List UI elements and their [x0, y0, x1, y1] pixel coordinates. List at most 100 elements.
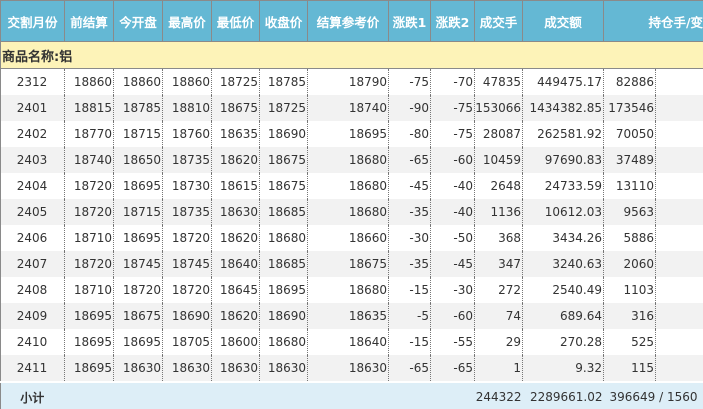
table-cell: -45 — [430, 251, 475, 277]
table-cell: 316 — [603, 303, 656, 329]
table-cell: -75 — [388, 68, 431, 95]
table-cell: 18760 — [162, 121, 212, 147]
table-cell: 18735 — [162, 147, 212, 173]
table-cell: 37489 — [603, 147, 656, 173]
table-cell: -5 — [388, 303, 431, 329]
table-header-row: 交割月份 前结算 今开盘 最高价 最低价 收盘价 结算参考价 涨跌1 涨跌2 成交手 成交额 持仓手/… — [0, 0, 703, 42]
table-row[interactable]: 2403 18740 18650 18735 18620 18675 18680 -65 -60… — [0, 147, 703, 173]
table-cell: 18860 — [162, 68, 212, 95]
table-cell: -60 — [430, 147, 475, 173]
table-cell: 18695 — [64, 355, 114, 382]
table-cell: 18695 — [307, 121, 389, 147]
subtotal-volume: 244322 — [474, 381, 523, 409]
table-cell: 3535 — [655, 95, 703, 121]
table-cell: 18720 — [162, 225, 212, 251]
table-cell: -35 — [388, 251, 431, 277]
column-header[interactable]: 最低价 — [211, 0, 260, 42]
column-header[interactable]: 持仓手/变化 — [603, 0, 703, 42]
table-cell: 2648 — [474, 173, 523, 199]
table-row[interactable]: 2409 18695 18675 18690 18620 18690 18635 -5 -60 7… — [0, 303, 703, 329]
column-header[interactable]: 前结算 — [64, 0, 114, 42]
table-cell: 18635 — [211, 121, 260, 147]
table-cell: 18690 — [259, 121, 308, 147]
table-cell: -35 — [388, 199, 431, 225]
table-cell: 18705 — [162, 329, 212, 355]
contract-month-cell: 2409 — [0, 303, 65, 329]
table-cell: 18710 — [64, 225, 114, 251]
column-header[interactable]: 涨跌1 — [388, 0, 431, 42]
table-cell: 9.32 — [522, 355, 604, 382]
subtotal-row: 小计 244322 2289661.02 396649 / 1560 — [0, 381, 703, 409]
table-row[interactable]: 2406 18710 18695 18720 18620 18680 18660 -30 -50… — [0, 225, 703, 251]
table-cell: 18810 — [162, 95, 212, 121]
table-row[interactable]: 2401 18815 18785 18810 18675 18725 18740 -90 -75… — [0, 95, 703, 121]
table-cell: -65 — [388, 147, 431, 173]
column-header[interactable]: 收盘价 — [259, 0, 308, 42]
contract-month-cell: 2404 — [0, 173, 65, 199]
contract-month-cell: 2410 — [0, 329, 65, 355]
contract-month-cell: 2402 — [0, 121, 65, 147]
table-cell: 18620 — [211, 147, 260, 173]
table-cell: 10612.03 — [522, 199, 604, 225]
table-cell: 18635 — [307, 303, 389, 329]
table-cell: 18680 — [307, 277, 389, 303]
subtotal-turnover: 2289661.02 — [522, 381, 604, 409]
table-cell: 18675 — [113, 303, 163, 329]
table-cell: 18685 — [259, 199, 308, 225]
table-cell: 18630 — [211, 355, 260, 382]
table-cell: 262581.92 — [522, 121, 604, 147]
contract-month-cell: 2401 — [0, 95, 65, 121]
table-cell: -40 — [430, 199, 475, 225]
table-cell: 18720 — [64, 251, 114, 277]
column-header[interactable]: 涨跌2 — [430, 0, 475, 42]
table-row[interactable]: 2408 18710 18720 18720 18645 18695 18680 -15 -30… — [0, 277, 703, 303]
table-cell: 5 — [655, 303, 703, 329]
contract-month-cell: 2312 — [0, 68, 65, 95]
table-cell: 18695 — [113, 173, 163, 199]
table-row[interactable]: 2410 18695 18695 18705 18600 18680 18640 -15 -55… — [0, 329, 703, 355]
table-cell: 18740 — [307, 95, 389, 121]
table-cell: -45 — [388, 173, 431, 199]
table-cell: -75 — [430, 95, 475, 121]
column-header[interactable]: 结算参考价 — [307, 0, 389, 42]
table-cell: 47835 — [474, 68, 523, 95]
column-header[interactable]: 成交额 — [522, 0, 604, 42]
table-cell: 2455 — [655, 121, 703, 147]
column-header[interactable]: 交割月份 — [0, 0, 65, 42]
table-cell: 18725 — [211, 68, 260, 95]
table-cell: 18815 — [64, 95, 114, 121]
table-cell: 18645 — [211, 277, 260, 303]
column-header[interactable]: 今开盘 — [113, 0, 163, 42]
table-cell: -15 — [388, 329, 431, 355]
table-cell: 5886 — [603, 225, 656, 251]
table-cell: 369 — [655, 199, 703, 225]
table-cell: -55 — [430, 329, 475, 355]
table-row[interactable]: 2312 18860 18860 18860 18725 18785 18790 -75 -70… — [0, 68, 703, 95]
table-cell: 18685 — [259, 251, 308, 277]
contract-month-cell: 2407 — [0, 251, 65, 277]
table-cell: 18695 — [113, 329, 163, 355]
table-cell: 18715 — [113, 121, 163, 147]
table-cell: 18720 — [162, 277, 212, 303]
table-row[interactable]: 2404 18720 18695 18730 18615 18675 18680 -45 -40… — [0, 173, 703, 199]
table-cell: 115 — [603, 355, 656, 382]
column-header[interactable]: 最高价 — [162, 0, 212, 42]
table-cell: 18720 — [64, 199, 114, 225]
table-row[interactable]: 2411 18695 18630 18630 18630 18630 18630 -65 -65… — [0, 355, 703, 382]
table-row[interactable]: 2402 18770 18715 18760 18635 18690 18695 -80 -75… — [0, 121, 703, 147]
contract-month-cell: 2408 — [0, 277, 65, 303]
table-cell: -90 — [388, 95, 431, 121]
table-cell: 1136 — [474, 199, 523, 225]
table-cell: -60 — [430, 303, 475, 329]
table-row[interactable]: 2405 18720 18715 18735 18630 18685 18680 -35 -40… — [0, 199, 703, 225]
table-cell: 24733.59 — [522, 173, 604, 199]
table-cell: 18785 — [259, 68, 308, 95]
table-cell: 18745 — [162, 251, 212, 277]
contract-month-cell: 2405 — [0, 199, 65, 225]
column-header[interactable]: 成交手 — [474, 0, 523, 42]
table-cell: 18695 — [259, 277, 308, 303]
table-row[interactable]: 2407 18720 18745 18745 18640 18685 18675 -35 -45… — [0, 251, 703, 277]
commodity-group-row: 商品名称:铝 — [0, 41, 703, 69]
table-cell: 18680 — [259, 225, 308, 251]
